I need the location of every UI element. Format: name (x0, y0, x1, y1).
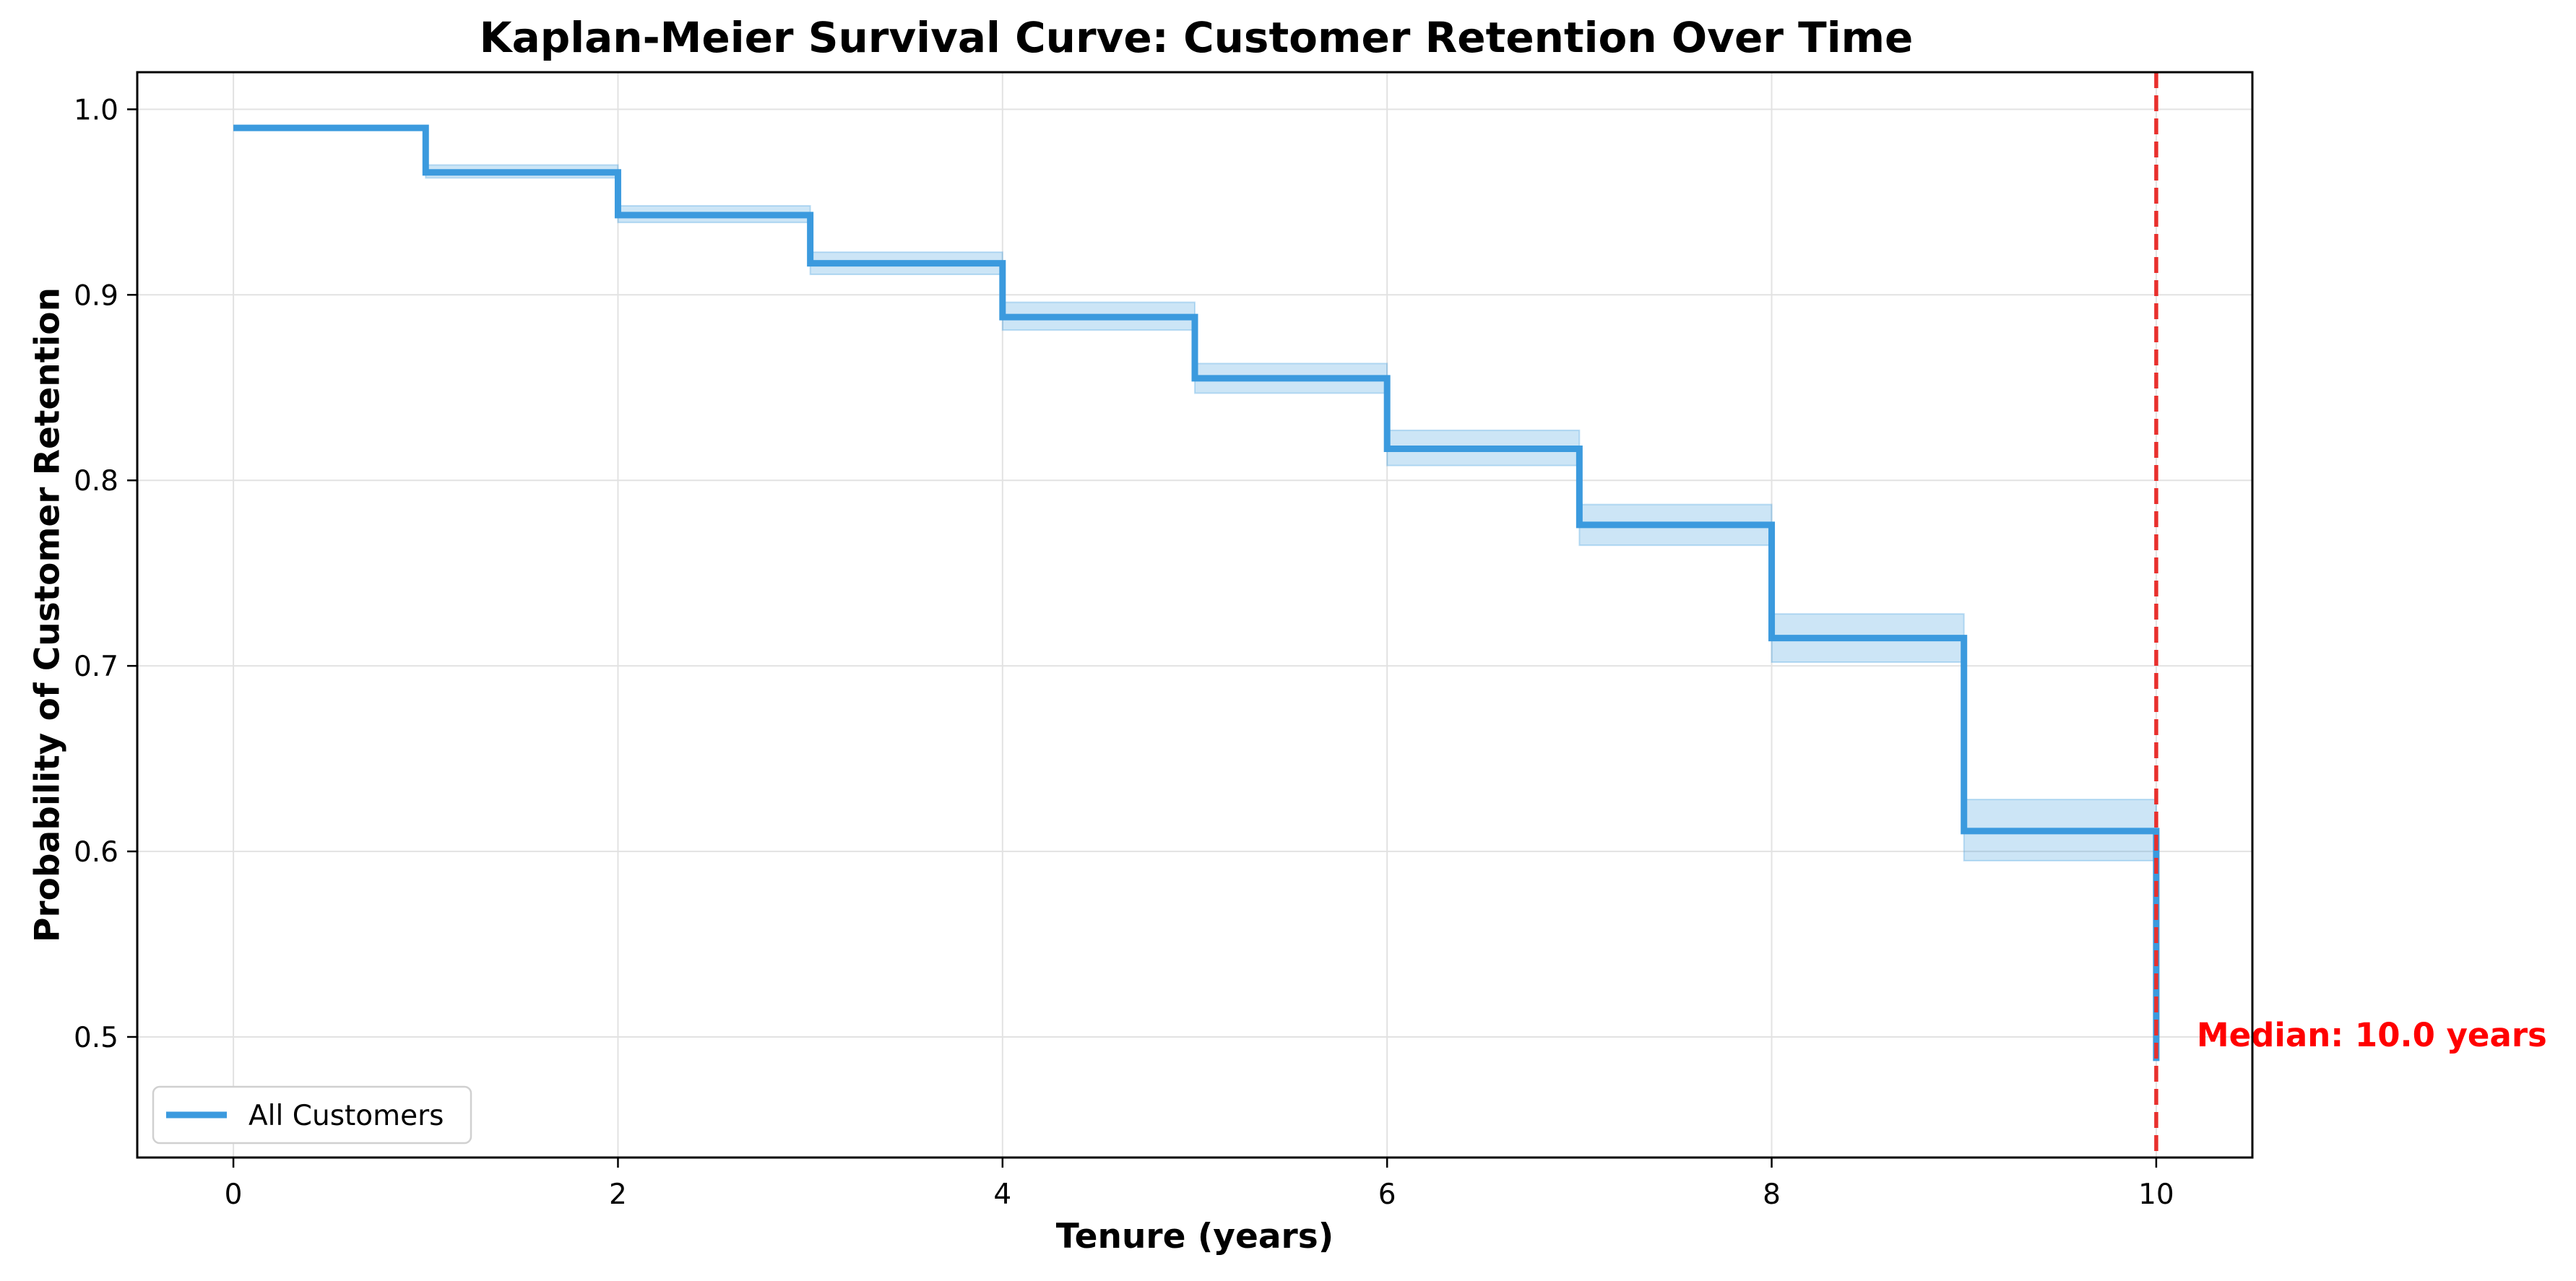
x-axis-label: Tenure (years) (1056, 1217, 1334, 1256)
y-tick-label: 0.6 (74, 836, 118, 869)
median-annotation: Median: 10.0 years (2197, 1016, 2547, 1054)
y-tick-label: 0.5 (74, 1022, 118, 1054)
y-tick-label: 1.0 (74, 94, 118, 126)
legend-box (152, 1085, 472, 1145)
legend-entry: All Customers (248, 1100, 444, 1132)
x-tick-label: 10 (2138, 1178, 2174, 1211)
x-tick-label: 0 (225, 1178, 243, 1211)
series-line-0 (233, 124, 2160, 1061)
y-tick-label: 0.7 (74, 651, 118, 683)
x-axis-ticks: 0 2 4 6 8 10 (225, 1158, 2174, 1211)
x-tick-label: 2 (609, 1178, 627, 1211)
series-lines (233, 124, 2160, 1061)
x-tick-label: 4 (993, 1178, 1011, 1211)
x-tick-label: 8 (1763, 1178, 1781, 1211)
plot-frame (136, 71, 2254, 1159)
chart-title: Kaplan-Meier Survival Curve: Customer Re… (480, 13, 1914, 62)
x-tick-label: 6 (1378, 1178, 1396, 1211)
confidence-band (425, 164, 2157, 861)
y-axis-label: Probability of Customer Retention (28, 287, 68, 942)
legend: All Customers (152, 1085, 472, 1145)
y-axis-ticks: 0.5 0.6 0.7 0.8 0.9 1.0 (74, 94, 137, 1054)
median-marker: Median: 10.0 years (2154, 72, 2547, 1158)
y-tick-label: 0.8 (74, 465, 118, 498)
y-tick-label: 0.9 (74, 279, 118, 312)
